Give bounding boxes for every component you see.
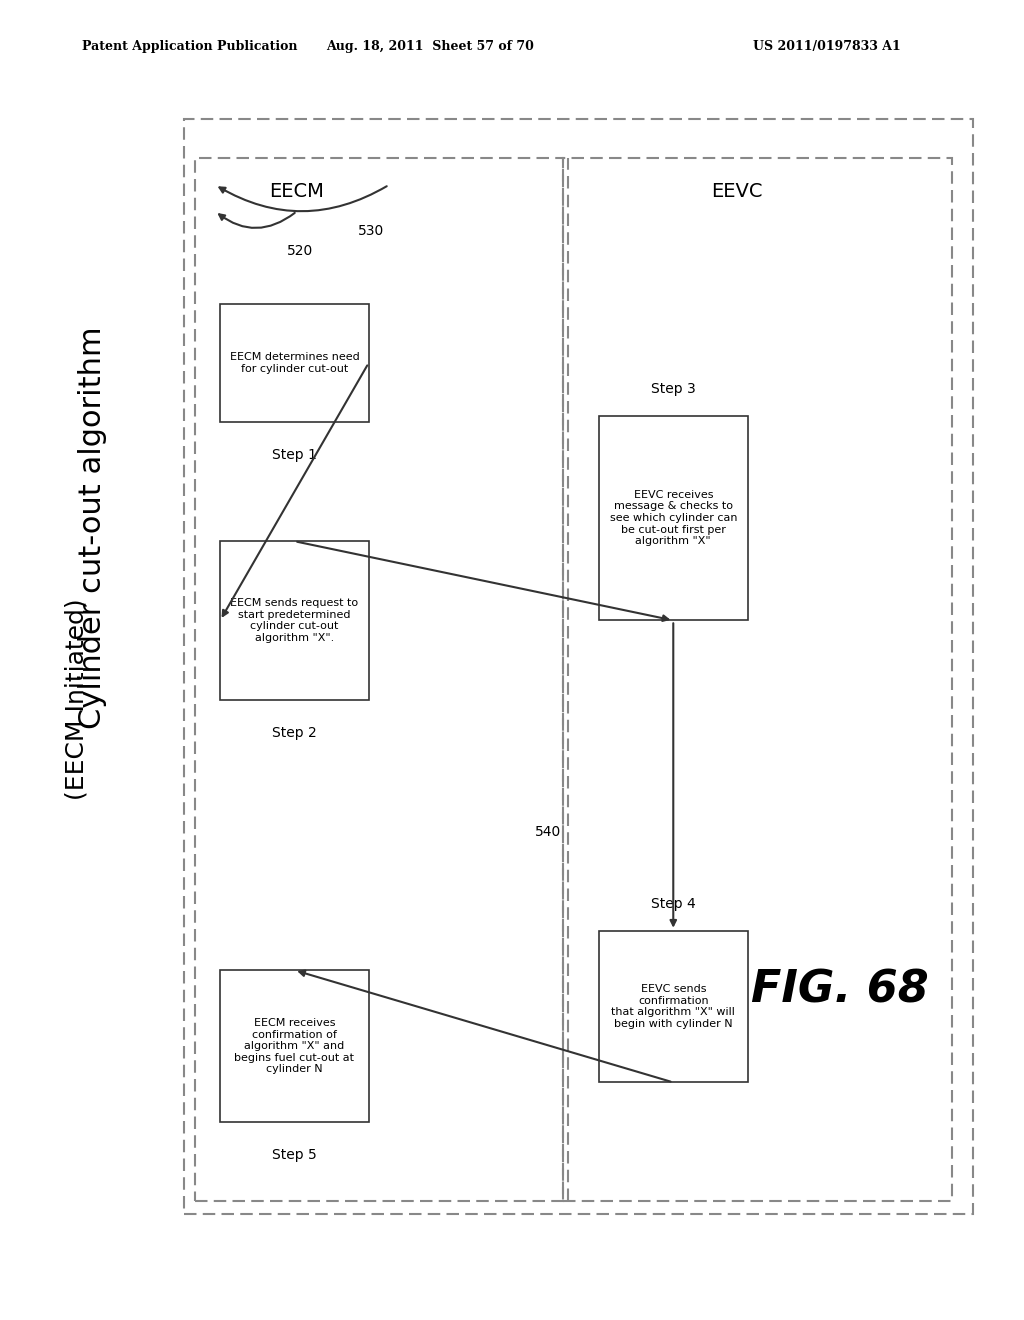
- FancyBboxPatch shape: [599, 416, 748, 620]
- FancyBboxPatch shape: [220, 304, 369, 422]
- FancyBboxPatch shape: [220, 541, 369, 700]
- Text: (EECM Initiated): (EECM Initiated): [65, 599, 89, 800]
- Text: 540: 540: [535, 825, 561, 838]
- FancyBboxPatch shape: [599, 931, 748, 1082]
- Text: Step 4: Step 4: [651, 898, 695, 911]
- Text: US 2011/0197833 A1: US 2011/0197833 A1: [754, 40, 901, 53]
- Text: Aug. 18, 2011  Sheet 57 of 70: Aug. 18, 2011 Sheet 57 of 70: [326, 40, 535, 53]
- Text: 520: 520: [287, 244, 313, 257]
- Text: EEVC: EEVC: [712, 182, 763, 201]
- Text: Step 5: Step 5: [272, 1148, 316, 1162]
- Text: Patent Application Publication: Patent Application Publication: [82, 40, 297, 53]
- Text: EECM: EECM: [269, 182, 325, 201]
- Text: FIG. 68: FIG. 68: [751, 969, 929, 1011]
- Text: Step 2: Step 2: [272, 726, 316, 739]
- Text: EECM sends request to
start predetermined
cylinder cut-out
algorithm "X".: EECM sends request to start predetermine…: [230, 598, 358, 643]
- Text: EECM determines need
for cylinder cut-out: EECM determines need for cylinder cut-ou…: [229, 352, 359, 374]
- Text: EEVC sends
confirmation
that algorithm "X" will
begin with cylinder N: EEVC sends confirmation that algorithm "…: [611, 985, 735, 1028]
- Text: 530: 530: [358, 224, 385, 238]
- Text: Cylinder cut-out algorithm: Cylinder cut-out algorithm: [78, 326, 106, 730]
- Text: Step 3: Step 3: [651, 383, 695, 396]
- FancyBboxPatch shape: [220, 970, 369, 1122]
- Text: EECM receives
confirmation of
algorithm "X" and
begins fuel cut-out at
cylinder : EECM receives confirmation of algorithm …: [234, 1018, 354, 1074]
- Text: EEVC receives
message & checks to
see which cylinder can
be cut-out first per
al: EEVC receives message & checks to see wh…: [609, 490, 737, 546]
- Text: Step 1: Step 1: [272, 449, 316, 462]
